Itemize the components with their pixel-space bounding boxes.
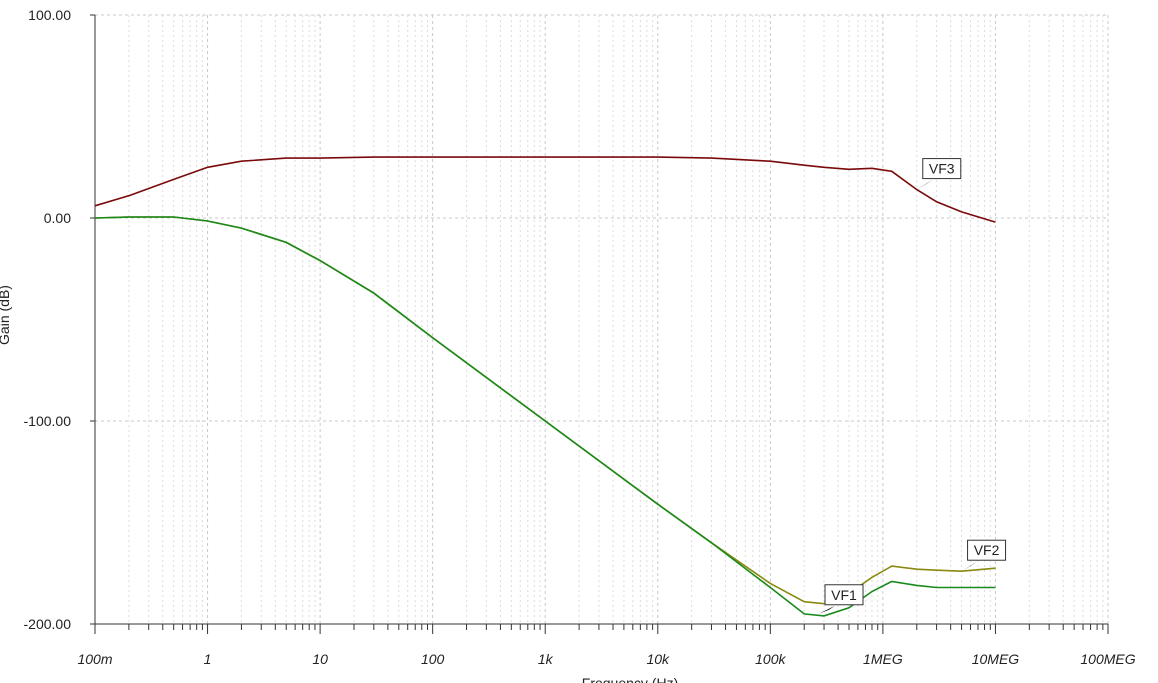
x-tick-label: 100m xyxy=(77,651,112,667)
y-tick-label: 0.00 xyxy=(44,210,71,226)
legend-box xyxy=(922,158,962,180)
y-tick-label: -100.00 xyxy=(24,413,72,429)
y-tick-label: 100.00 xyxy=(28,7,71,23)
legend-pointer xyxy=(916,179,933,190)
x-tick-label: 100k xyxy=(755,651,786,667)
legend-label: VF1 xyxy=(831,587,857,603)
legend-box xyxy=(824,584,864,606)
legend-label: VF3 xyxy=(929,161,955,177)
x-tick-label: 1k xyxy=(538,651,554,667)
x-tick-label: 1MEG xyxy=(863,651,903,667)
x-tick-label: 100 xyxy=(421,651,445,667)
x-tick-label: 10k xyxy=(646,651,670,667)
series-line xyxy=(94,216,996,617)
x-axis-label: Frequency (Hz) xyxy=(582,675,678,683)
legend-label: VF2 xyxy=(974,542,1000,558)
legend-box xyxy=(967,539,1007,561)
x-tick-label: 10 xyxy=(312,651,328,667)
series-line xyxy=(94,156,996,223)
x-tick-label: 10MEG xyxy=(972,651,1020,667)
y-tick-label: -200.00 xyxy=(24,616,72,632)
y-axis-label: Gain (dB) xyxy=(0,285,12,345)
x-tick-label: 100MEG xyxy=(1080,651,1135,667)
legend-pointer xyxy=(961,561,978,572)
legend-pointer xyxy=(819,605,836,614)
x-tick-label: 1 xyxy=(204,651,212,667)
